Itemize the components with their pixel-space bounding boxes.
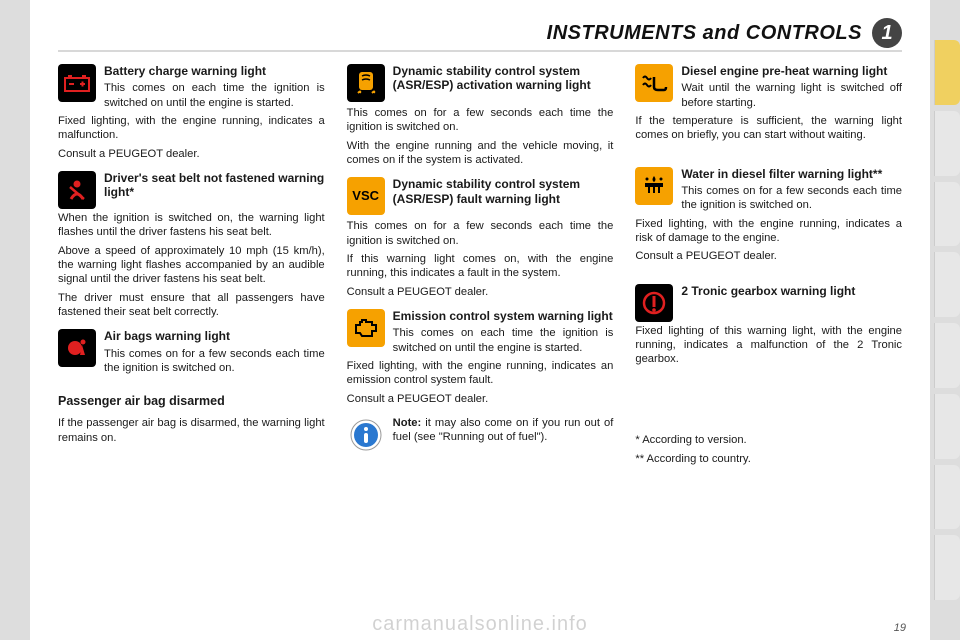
page-number: 19 (894, 622, 906, 634)
entry-lead: This comes on for a few seconds each tim… (104, 347, 325, 376)
entry-emission: Emission control system warning light Th… (347, 309, 614, 406)
gearbox-icon (635, 284, 673, 322)
esp-icon (347, 64, 385, 102)
tab-4[interactable] (934, 252, 960, 317)
column-1: Battery charge warning light This comes … (58, 64, 325, 466)
subtext-airbag-disarmed: If the passenger air bag is disarmed, th… (58, 416, 325, 445)
footnote-1: * According to version. (635, 433, 902, 447)
tab-8[interactable] (934, 535, 960, 600)
entry-para: If the temperature is sufficient, the wa… (635, 114, 902, 143)
entry-lead: This comes on for a few seconds each tim… (681, 184, 902, 213)
entry-esp-fault: VSC Dynamic stability control system (AS… (347, 177, 614, 299)
entry-lead: This comes on each time the ignition is … (393, 326, 614, 355)
footnotes: * According to version. ** According to … (635, 429, 902, 466)
entry-para: This comes on for a few seconds each tim… (347, 219, 614, 248)
seatbelt-icon (58, 171, 96, 209)
entry-airbag: Air bags warning light This comes on for… (58, 329, 325, 377)
entry-battery: Battery charge warning light This comes … (58, 64, 325, 161)
header-title: INSTRUMENTS and CONTROLS (547, 22, 862, 45)
side-tabs (934, 40, 960, 600)
entry-title: 2 Tronic gearbox warning light (681, 284, 902, 298)
column-2: Dynamic stability control system (ASR/ES… (347, 64, 614, 466)
page-header: INSTRUMENTS and CONTROLS 1 (58, 18, 902, 52)
entry-title: Emission control system warning light (393, 309, 614, 323)
engine-icon (347, 309, 385, 347)
airbag-icon (58, 329, 96, 367)
entry-lead: Wait until the warning light is switched… (681, 81, 902, 110)
entry-gearbox: 2 Tronic gearbox warning light Fixed lig… (635, 284, 902, 367)
entry-title: Dynamic stability control system (ASR/ES… (393, 64, 614, 93)
entry-para: Consult a PEUGEOT dealer. (347, 285, 614, 299)
tab-5[interactable] (934, 323, 960, 388)
entry-title: Dynamic stability control system (ASR/ES… (393, 177, 614, 206)
entry-title: Water in diesel filter warning light** (681, 167, 902, 181)
entry-para: With the engine running and the vehicle … (347, 139, 614, 168)
manual-page: INSTRUMENTS and CONTROLS 1 Battery charg… (30, 0, 930, 640)
entry-para: This comes on for a few seconds each tim… (347, 106, 614, 135)
entry-preheat: Diesel engine pre-heat warning light Wai… (635, 64, 902, 143)
entry-seatbelt: Driver's seat belt not fastened warning … (58, 171, 325, 319)
entry-title: Diesel engine pre-heat warning light (681, 64, 902, 78)
entry-para: Fixed lighting, with the engine running,… (58, 114, 325, 143)
entry-para: Consult a PEUGEOT dealer. (347, 392, 614, 406)
note-text: it may also come on if you run out of fu… (393, 417, 614, 443)
entry-para: Consult a PEUGEOT dealer. (58, 147, 325, 161)
info-icon (347, 416, 385, 454)
tab-7[interactable] (934, 465, 960, 530)
footnote-2: ** According to country. (635, 452, 902, 466)
entry-para: Above a speed of approximately 10 mph (1… (58, 244, 325, 287)
battery-icon (58, 64, 96, 102)
entry-lead: When the ignition is switched on, the wa… (58, 211, 325, 240)
entry-para: Consult a PEUGEOT dealer. (635, 249, 902, 263)
entry-esp-activation: Dynamic stability control system (ASR/ES… (347, 64, 614, 167)
column-3: Diesel engine pre-heat warning light Wai… (635, 64, 902, 466)
chapter-badge: 1 (872, 18, 902, 48)
water-filter-icon (635, 167, 673, 205)
vsc-icon: VSC (347, 177, 385, 215)
subheading-airbag-disarmed: Passenger air bag disarmed (58, 393, 325, 409)
tab-1[interactable] (934, 40, 960, 105)
entry-title: Driver's seat belt not fastened warning … (104, 171, 325, 200)
entry-lead: This comes on each time the ignition is … (104, 81, 325, 110)
tab-2[interactable] (934, 111, 960, 176)
entry-para: If this warning light comes on, with the… (347, 252, 614, 281)
entry-lead: Fixed lighting of this warning light, wi… (635, 324, 902, 367)
vsc-text: VSC (352, 188, 379, 205)
entry-para: The driver must ensure that all passenge… (58, 291, 325, 320)
preheat-icon (635, 64, 673, 102)
entry-note: Note: it may also come on if you run out… (347, 416, 614, 456)
entry-para: Fixed lighting, with the engine running,… (347, 359, 614, 388)
content-columns: Battery charge warning light This comes … (58, 64, 902, 466)
entry-title: Air bags warning light (104, 329, 325, 343)
entry-title: Battery charge warning light (104, 64, 325, 78)
note-label: Note: (393, 417, 422, 429)
entry-para: Fixed lighting, with the engine running,… (635, 217, 902, 246)
entry-water-diesel: Water in diesel filter warning light** T… (635, 167, 902, 264)
tab-6[interactable] (934, 394, 960, 459)
tab-3[interactable] (934, 182, 960, 247)
